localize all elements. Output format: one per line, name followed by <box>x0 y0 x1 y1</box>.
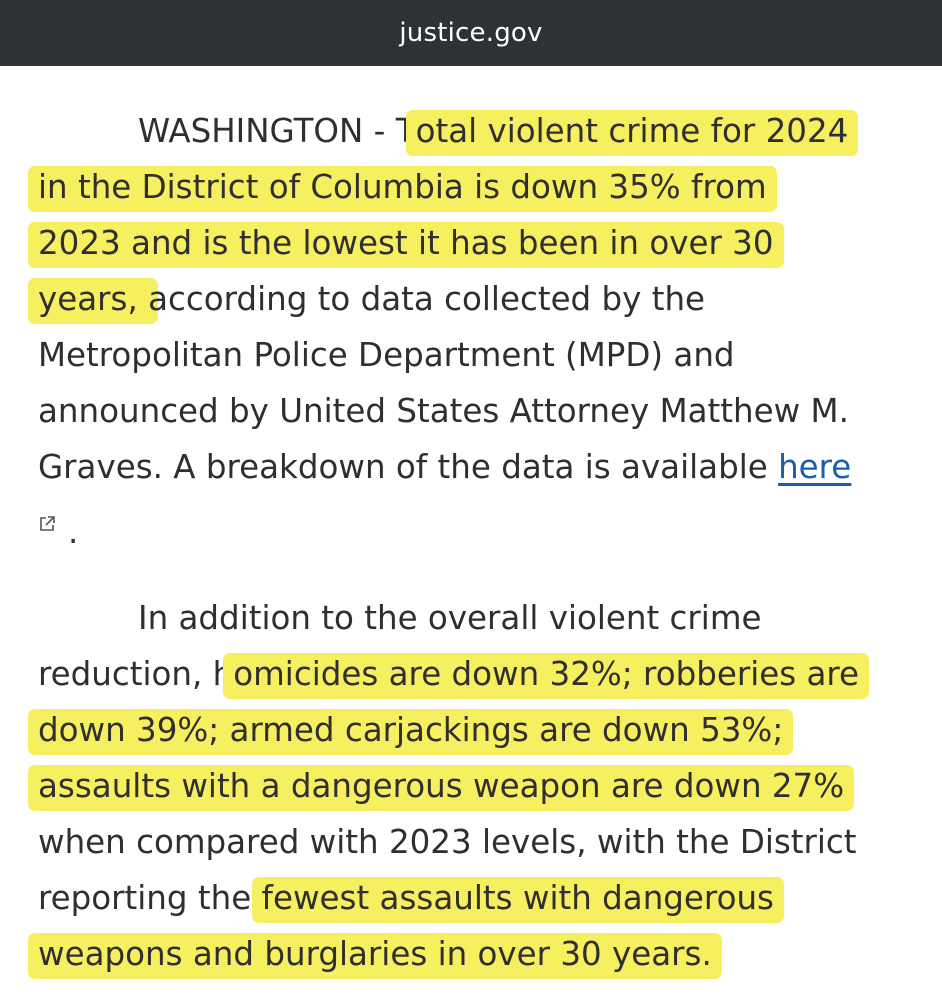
p2-line-6-text: reporting the <box>38 879 262 917</box>
p1-line-4-highlight: years, <box>28 278 159 324</box>
p2-line-2: reduction, homicides are down 32%; robbe… <box>38 652 870 699</box>
p2-line-3: down 39%; armed carjackings are down 53%… <box>28 708 794 755</box>
p2-line-6: reporting the fewest assaults with dange… <box>38 876 784 923</box>
p1-line-3: 2023 and is the lowest it has been in ov… <box>28 221 784 268</box>
p1-line-4: years, according to data collected by th… <box>28 277 706 324</box>
p2-line-2-highlight: omicides are down 32%; robberies are <box>223 653 870 699</box>
url-text: justice.gov <box>399 18 543 48</box>
p1-line-5-text: Metropolitan Police Department (MPD) and <box>38 336 735 374</box>
p1-line-4-text: according to data collected by the <box>148 280 706 318</box>
browser-url-bar[interactable]: justice.gov <box>0 0 942 66</box>
p2-line-4-highlight: assaults with a dangerous weapon are dow… <box>28 765 855 811</box>
data-breakdown-link[interactable]: here <box>778 448 852 486</box>
p2-line-7: weapons and burglaries in over 30 years. <box>28 932 722 979</box>
p1-line-7: Graves. A breakdown of the data is avail… <box>38 445 851 489</box>
p1-line-6: announced by United States Attorney Matt… <box>38 389 849 433</box>
p1-line-2-highlight: in the District of Columbia is down 35% … <box>28 166 777 212</box>
p1-line-1-text: WASHINGTON - T <box>138 112 416 150</box>
p1-line-6-text: announced by United States Attorney Matt… <box>38 392 849 430</box>
p2-line-1-text: In addition to the overall violent crime <box>138 599 762 637</box>
p2-line-3-highlight: down 39%; armed carjackings are down 53%… <box>28 709 794 755</box>
p2-line-5: when compared with 2023 levels, with the… <box>38 820 857 864</box>
p2-line-5-text: when compared with 2023 levels, with the… <box>38 823 857 861</box>
p2-line-1: In addition to the overall violent crime <box>138 596 761 640</box>
p1-line-3-highlight: 2023 and is the lowest it has been in ov… <box>28 222 784 268</box>
p1-line-2: in the District of Columbia is down 35% … <box>28 165 777 212</box>
p1-line-1: WASHINGTON - Total violent crime for 202… <box>138 109 859 156</box>
external-link-icon[interactable] <box>38 515 56 533</box>
p2-line-2-text: reduction, h <box>38 655 234 693</box>
p1-line-7-text: Graves. A breakdown of the data is avail… <box>38 448 779 486</box>
p1-line-5: Metropolitan Police Department (MPD) and <box>38 333 735 377</box>
p2-line-4: assaults with a dangerous weapon are dow… <box>28 764 855 811</box>
p2-line-7-highlight: weapons and burglaries in over 30 years. <box>28 933 722 979</box>
p1-line-1-highlight: otal violent crime for 2024 <box>405 110 859 156</box>
p2-line-6-highlight: fewest assaults with dangerous <box>251 877 784 923</box>
p1-end-period: . <box>68 513 79 551</box>
